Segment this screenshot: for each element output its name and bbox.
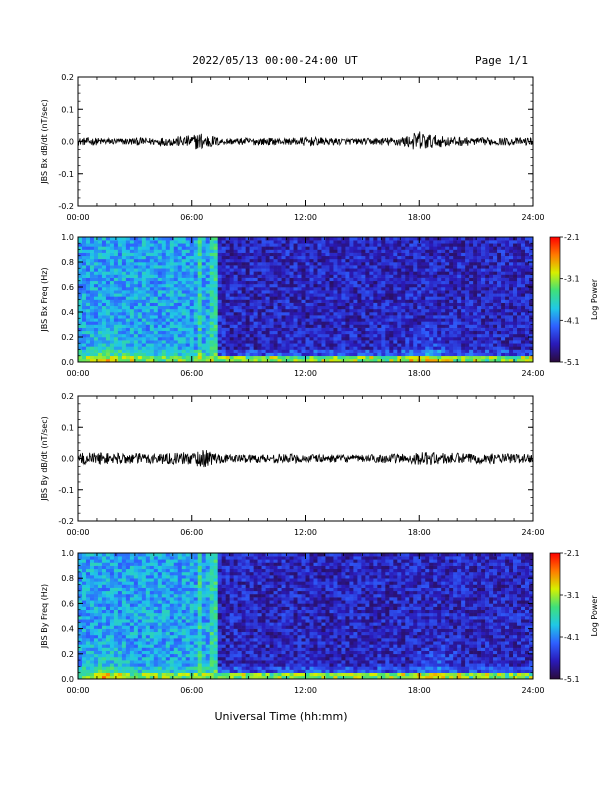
x-tick-label: 06:00	[180, 369, 203, 378]
y-tick-label: 1.0	[61, 549, 74, 558]
x-tick-label: 24:00	[521, 369, 544, 378]
y-axis-label: JBS Bx dB/dt (nT/sec)	[40, 99, 49, 185]
colorbar-tick-label: -3.1	[564, 275, 580, 284]
y-tick-label: 0.8	[61, 574, 74, 583]
x-tick-label: 06:00	[180, 213, 203, 222]
x-tick-label: 00:00	[66, 369, 89, 378]
x-tick-label: 18:00	[408, 369, 431, 378]
x-tick-label: 12:00	[294, 528, 317, 537]
x-tick-label: 06:00	[180, 528, 203, 537]
x-axis-title: Universal Time (hh:mm)	[215, 710, 348, 723]
y-tick-label: -0.1	[58, 170, 74, 179]
x-tick-label: 00:00	[66, 213, 89, 222]
y-tick-label: 1.0	[61, 233, 74, 242]
y-tick-label: 0.1	[61, 423, 74, 432]
panel-2: -2.1 -3.1 -4.1 -5.1 Log Power 00:00 06:00 12:00…	[40, 233, 599, 378]
figure-title: 2022/05/13 00:00-24:00 UT	[192, 54, 358, 67]
colorbar-tick-label: -4.1	[564, 316, 580, 325]
panel-3: 00:00 06:00 12:00 18:00 24:00 0.2 0.1 0.0 -0.1 -0…	[40, 392, 545, 537]
x-tick-label: 24:00	[521, 528, 544, 537]
y-axis-label: JBS By Freq (Hz)	[40, 584, 49, 649]
spectrogram-image	[78, 237, 534, 363]
y-tick-label: 0.4	[61, 308, 74, 317]
x-tick-label: 12:00	[294, 686, 317, 695]
x-tick-label: 12:00	[294, 213, 317, 222]
colorbar	[549, 552, 561, 680]
y-axis-label: JBS Bx Freq (Hz)	[40, 267, 49, 332]
colorbar-tick-label: -4.1	[564, 633, 580, 642]
y-axis-label: JBS By dB/dt (nT/sec)	[40, 416, 49, 502]
y-tick-label: 0.2	[61, 73, 74, 82]
y-tick-label: 0.0	[61, 675, 74, 684]
colorbar-label: Log Power	[590, 595, 599, 637]
y-tick-label: 0.4	[61, 625, 74, 634]
colorbar-tick-label: -2.1	[564, 233, 580, 242]
colorbar-label: Log Power	[590, 278, 599, 320]
y-tick-label: 0.0	[61, 455, 74, 464]
y-tick-label: -0.1	[58, 486, 74, 495]
y-tick-label: -0.2	[58, 517, 74, 526]
y-tick-label: 0.2	[61, 650, 74, 659]
colorbar	[549, 236, 561, 363]
colorbar-tick-label: -5.1	[564, 675, 580, 684]
signal-trace	[77, 450, 534, 468]
panel-4: -2.1 -3.1 -4.1 -5.1 Log Power 00:00 06:00 12:00…	[40, 549, 599, 695]
signal-trace	[77, 131, 534, 150]
page-indicator: Page 1/1	[475, 54, 528, 67]
colorbar-tick-label: -2.1	[564, 549, 580, 558]
y-tick-label: 0.0	[61, 138, 74, 147]
x-tick-label: 24:00	[521, 213, 544, 222]
y-tick-label: 0.8	[61, 258, 74, 267]
spectrogram-image	[78, 553, 534, 680]
colorbar-tick-label: -3.1	[564, 591, 580, 600]
x-tick-label: 00:00	[66, 686, 89, 695]
x-tick-label: 24:00	[521, 686, 544, 695]
y-tick-label: -0.2	[58, 202, 74, 211]
y-tick-label: 0.0	[61, 358, 74, 367]
x-tick-label: 06:00	[180, 686, 203, 695]
x-tick-label: 00:00	[66, 528, 89, 537]
y-tick-label: 0.6	[61, 599, 74, 608]
x-tick-label: 18:00	[408, 213, 431, 222]
x-tick-label: 12:00	[294, 369, 317, 378]
x-tick-label: 18:00	[408, 528, 431, 537]
y-tick-label: 0.6	[61, 283, 74, 292]
x-tick-label: 18:00	[408, 686, 431, 695]
y-tick-label: 0.1	[61, 105, 74, 114]
colorbar-tick-label: -5.1	[564, 358, 580, 367]
panel-1: 00:00 06:00 12:00 18:00 24:00 0.2 0.1 0.0 -0.1 -0…	[40, 73, 545, 222]
y-tick-label: 0.2	[61, 333, 74, 342]
y-tick-label: 0.2	[61, 392, 74, 401]
plot-frame	[77, 76, 534, 207]
